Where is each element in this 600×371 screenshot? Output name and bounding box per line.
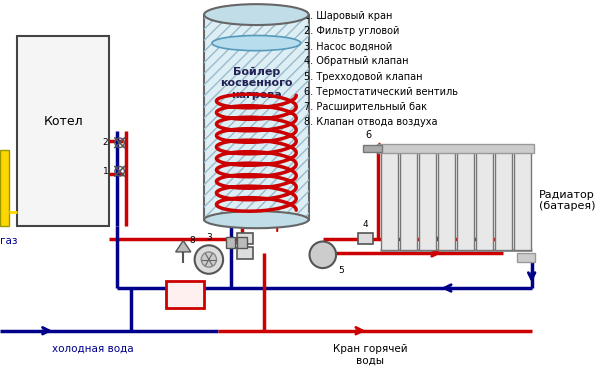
- Text: 6. Термостатический вентиль: 6. Термостатический вентиль: [304, 87, 458, 97]
- Circle shape: [194, 245, 223, 274]
- Text: 7: 7: [182, 290, 188, 300]
- Text: газ: газ: [0, 236, 17, 246]
- Text: 1: 1: [103, 167, 108, 176]
- Bar: [238, 237, 247, 248]
- Bar: [381, 151, 398, 250]
- Bar: [362, 145, 382, 152]
- Bar: [517, 253, 535, 262]
- Bar: [378, 144, 533, 153]
- Text: 8. Клапан отвода воздуха: 8. Клапан отвода воздуха: [304, 117, 437, 127]
- Text: 4: 4: [363, 220, 368, 229]
- Text: 3. Насос водяной: 3. Насос водяной: [304, 41, 392, 51]
- Ellipse shape: [204, 4, 308, 25]
- Bar: [419, 151, 436, 250]
- Text: 2. Фильтр угловой: 2. Фильтр угловой: [304, 26, 399, 36]
- Text: Кран горячей
воды: Кран горячей воды: [333, 344, 407, 366]
- Text: 1. Шаровый кран: 1. Шаровый кран: [304, 11, 392, 21]
- Circle shape: [201, 252, 217, 267]
- Ellipse shape: [212, 36, 301, 51]
- Text: 2: 2: [103, 138, 108, 147]
- Bar: [166, 281, 204, 308]
- Bar: [494, 151, 512, 250]
- Text: 5. Трехходовой клапан: 5. Трехходовой клапан: [304, 72, 422, 82]
- Bar: [358, 233, 373, 244]
- Text: 4: 4: [242, 220, 248, 229]
- Bar: [238, 233, 253, 244]
- Bar: [238, 247, 253, 259]
- Bar: [204, 14, 308, 220]
- Text: 8: 8: [189, 236, 194, 245]
- Text: Радиатор
(батарея): Радиатор (батарея): [539, 190, 596, 211]
- Text: 5: 5: [338, 266, 344, 275]
- Bar: [204, 14, 308, 220]
- Bar: [476, 151, 493, 250]
- Text: 6: 6: [365, 130, 371, 140]
- Text: Бойлер
косвенного
нагрева: Бойлер косвенного нагрева: [220, 67, 293, 100]
- Text: 3: 3: [206, 233, 212, 243]
- Text: 7. Расширительный бак: 7. Расширительный бак: [304, 102, 427, 112]
- Bar: [226, 237, 235, 248]
- Ellipse shape: [204, 211, 308, 228]
- Text: Котел: Котел: [43, 115, 83, 128]
- Text: холодная вода: холодная вода: [52, 344, 134, 354]
- Text: 4. Обратный клапан: 4. Обратный клапан: [304, 56, 409, 66]
- Bar: [0, 150, 10, 226]
- Polygon shape: [176, 240, 191, 252]
- Bar: [17, 36, 109, 226]
- Circle shape: [310, 242, 336, 268]
- Bar: [437, 151, 455, 250]
- Bar: [400, 151, 417, 250]
- Bar: [514, 151, 531, 250]
- Bar: [457, 151, 474, 250]
